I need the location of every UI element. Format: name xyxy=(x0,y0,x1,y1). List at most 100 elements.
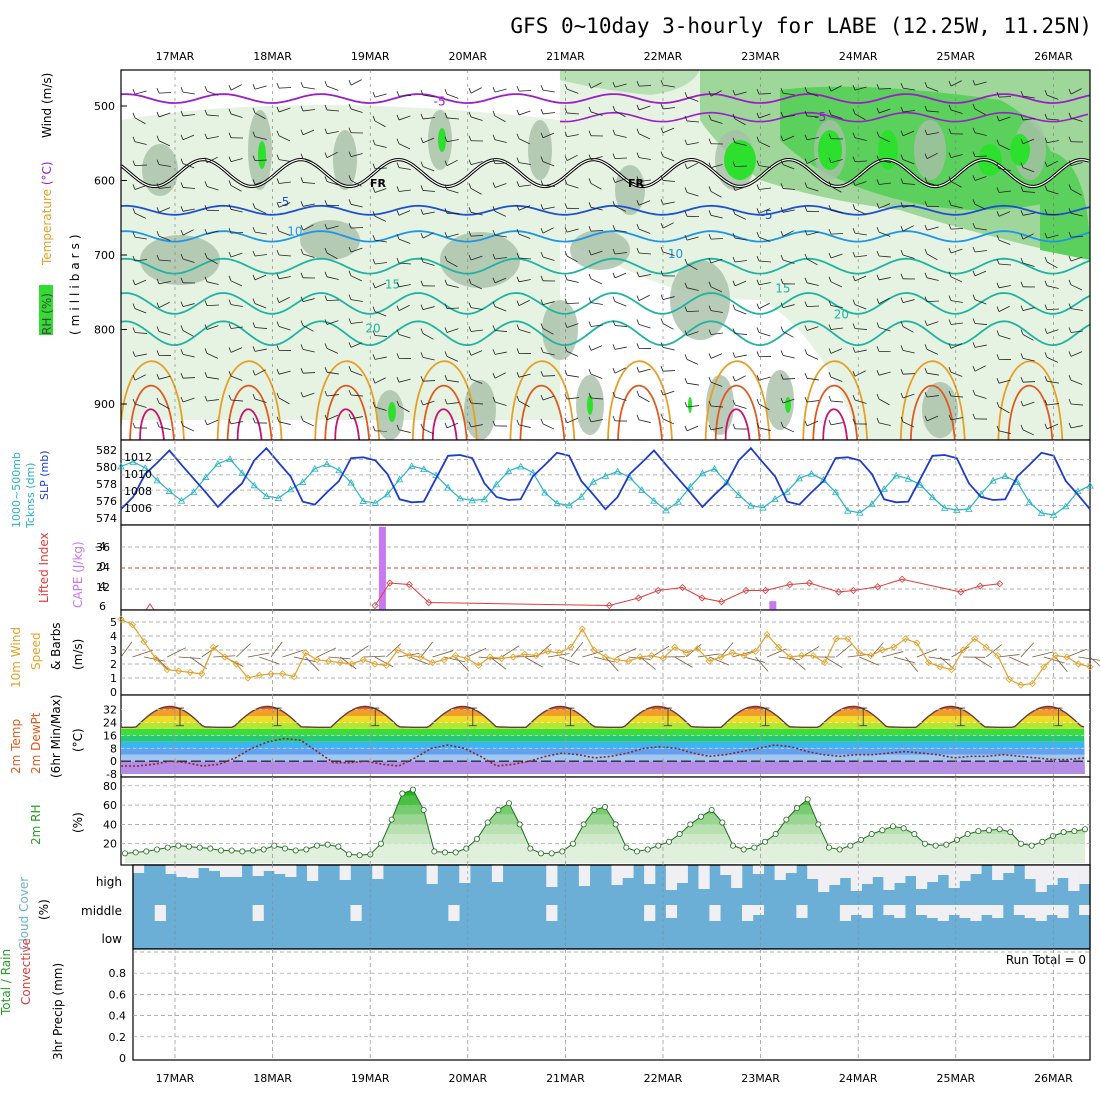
wind-barb-flag xyxy=(828,85,832,92)
wind-barb xyxy=(302,86,315,90)
wind-barb xyxy=(134,164,148,167)
wind-barb xyxy=(974,250,987,253)
wind-barb-flag xyxy=(996,211,1000,217)
wind-barb-flag xyxy=(132,136,136,142)
wind-barb xyxy=(734,91,747,96)
wind-barb xyxy=(1070,212,1083,217)
rh-point xyxy=(772,831,779,838)
wind-barb-flag xyxy=(972,222,976,229)
wind-barb xyxy=(422,261,435,266)
wind-barb xyxy=(720,642,734,658)
cloud-clear-cell xyxy=(992,865,1004,880)
wind-barb-flag xyxy=(300,415,304,422)
cloud-clear-cell xyxy=(578,865,591,886)
rh-cell xyxy=(766,370,794,430)
wind-barb xyxy=(494,139,507,143)
thickness-point xyxy=(141,464,149,471)
wind-barb-flag xyxy=(780,326,784,332)
wind-barb xyxy=(974,323,987,325)
wind-barb xyxy=(710,381,723,387)
chart-title: GFS 0~10day 3-hourly for LABE (12.25W, 1… xyxy=(510,14,1092,38)
wind-barb-flag xyxy=(324,247,328,254)
wind-barb-flag xyxy=(1044,352,1048,358)
wind-barb-flag xyxy=(612,391,616,398)
wind-barb-flag xyxy=(156,183,160,189)
cloud-clear-cell xyxy=(948,905,960,915)
wind-barb-flag xyxy=(804,206,808,212)
wind-barb xyxy=(950,300,963,303)
wind-barb-flag xyxy=(420,352,424,358)
thickness-point xyxy=(262,492,271,499)
isotherm-35 xyxy=(236,408,263,440)
wind-barb xyxy=(614,134,627,138)
rh-point xyxy=(719,819,726,826)
wind-barb-flag xyxy=(732,304,736,310)
wind-barb-flag xyxy=(1044,137,1048,143)
wind-barb-flag xyxy=(708,233,712,240)
wind-barb xyxy=(455,656,470,672)
rh-point xyxy=(548,850,555,857)
wind-speed-point xyxy=(267,670,275,678)
top-date-label: 18MAR xyxy=(253,50,292,63)
wind-barb xyxy=(542,206,555,210)
wind-barb xyxy=(710,286,723,293)
wind-barb xyxy=(182,163,195,169)
wind-barb xyxy=(350,416,363,420)
wind-barb-flag xyxy=(348,389,352,396)
wind-speed-point xyxy=(440,656,448,664)
wind-barb-flag xyxy=(396,90,400,97)
wind-barb-flag xyxy=(876,298,880,304)
wind-barb-flag xyxy=(612,272,616,278)
wind-barb-flag xyxy=(516,419,520,426)
wind-barb-flag xyxy=(300,224,304,231)
wind-barb xyxy=(494,234,507,238)
wind-barb xyxy=(398,378,411,383)
wind-speed-point xyxy=(751,647,760,655)
wind-barb xyxy=(542,375,556,377)
wind-barb-flag xyxy=(852,299,856,305)
wind-barb xyxy=(518,279,531,283)
wind-barb-flag xyxy=(492,253,496,260)
wind-barb xyxy=(254,369,266,376)
wind-barb-flag xyxy=(180,134,184,140)
thickness-point xyxy=(226,455,234,463)
wind-barb-flag xyxy=(948,367,952,373)
isotherm-25 xyxy=(704,360,771,440)
rh-point xyxy=(164,844,171,851)
wind-barb-flag xyxy=(396,138,400,144)
isotherm-30 xyxy=(519,384,566,440)
wind-barb xyxy=(230,399,243,402)
wind-barb xyxy=(998,263,1011,266)
wind-unit-label: (m/s) xyxy=(71,639,85,670)
wind-speed-point xyxy=(198,670,206,678)
rh-cell xyxy=(914,120,946,180)
wind-barb xyxy=(902,299,915,304)
wind-barb xyxy=(282,650,304,658)
wind-barb-flag xyxy=(876,250,880,257)
cloud-clear-cell xyxy=(372,865,384,879)
wind-barb-flag xyxy=(420,89,424,96)
wind-barb-flag xyxy=(924,391,928,398)
wind-barb xyxy=(302,129,315,136)
wind-barb-flag xyxy=(612,248,616,255)
thickness-point xyxy=(541,488,549,496)
li-tick: 4 xyxy=(99,580,106,593)
bottom-date-label: 18MAR xyxy=(253,1072,292,1085)
thickness-tick: 580 xyxy=(96,461,117,474)
wind-speed-point xyxy=(705,657,713,665)
wind-barb xyxy=(566,279,579,283)
wind-barb xyxy=(974,81,987,86)
wind-barb xyxy=(878,108,891,114)
wind-barb-flag xyxy=(252,417,256,424)
wind-barb-flag xyxy=(348,270,352,276)
rh-point xyxy=(271,842,278,849)
wind-barb-flag xyxy=(132,231,136,238)
rh-point xyxy=(452,849,459,856)
rh-point xyxy=(345,851,352,858)
wind-barb xyxy=(134,374,146,381)
rh-point xyxy=(676,831,683,838)
wind-barb xyxy=(422,137,435,144)
pressure-tick-label: 600 xyxy=(94,175,115,188)
wind-barb xyxy=(350,180,362,187)
